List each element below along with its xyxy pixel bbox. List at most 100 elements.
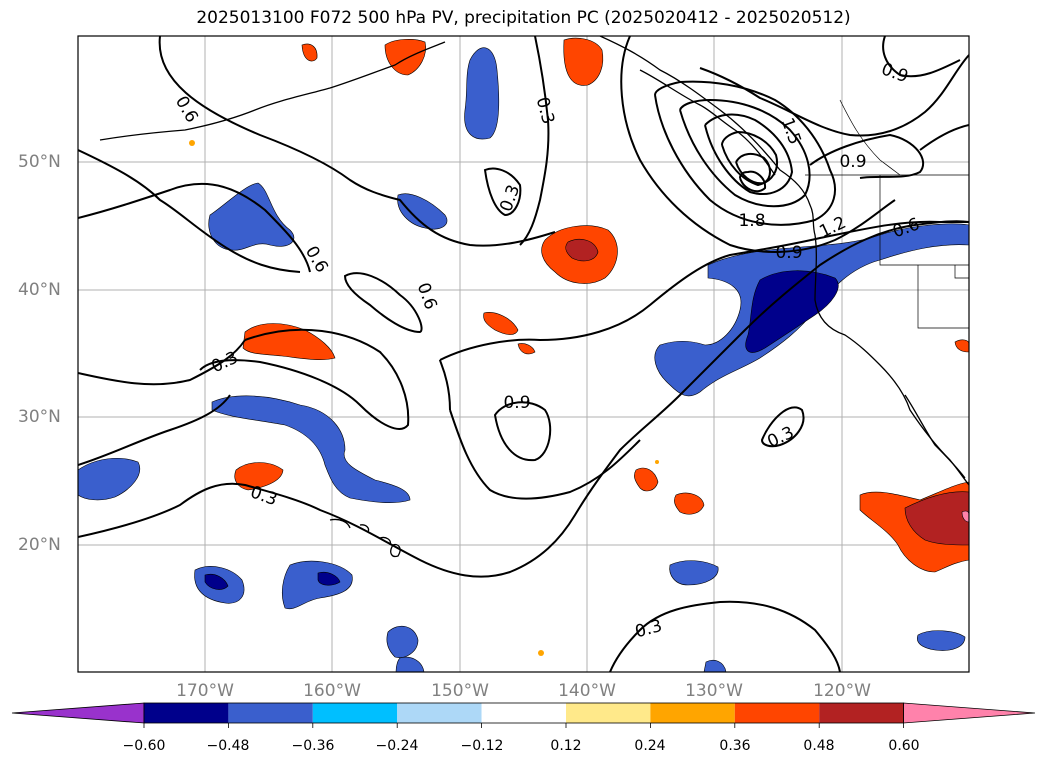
baja-coast xyxy=(904,394,966,479)
lat-label-30n: 30°N xyxy=(18,407,61,427)
state-border xyxy=(839,99,901,176)
coastlines xyxy=(99,36,969,558)
pv-contour xyxy=(78,339,246,386)
state-border xyxy=(879,175,969,266)
pv-contour xyxy=(439,220,969,361)
pv-contour xyxy=(679,98,811,208)
contour-label: 0.9 xyxy=(839,152,866,172)
colorbar-tick-label: 0.36 xyxy=(719,738,751,754)
neg-blob xyxy=(397,193,448,230)
pos-dot xyxy=(538,650,544,656)
pv-contour xyxy=(721,130,778,187)
pos-blob xyxy=(674,492,705,515)
colorbar-bin xyxy=(734,703,820,723)
neg-blob xyxy=(386,625,419,658)
lat-label-40n: 40°N xyxy=(18,280,61,300)
contour-label: 1.8 xyxy=(738,211,765,231)
colorbar-tick-label: −0.60 xyxy=(122,738,166,754)
pos-blob-strong xyxy=(904,491,969,546)
neg-blob xyxy=(464,47,500,140)
pv-contour xyxy=(739,170,767,193)
aleutian-chain xyxy=(99,41,446,141)
pos-blob xyxy=(563,37,604,86)
colorbar-bin xyxy=(144,703,229,723)
pos-blob xyxy=(634,467,659,492)
colorbar-tick-label: −0.12 xyxy=(460,738,504,754)
pv-contour xyxy=(609,600,841,672)
pv-contour xyxy=(78,149,301,273)
lat-label-20n: 20°N xyxy=(18,535,61,555)
pv-contour xyxy=(882,36,961,78)
pv-contour xyxy=(449,409,641,500)
colorbar-tick-label: 0.24 xyxy=(634,738,666,754)
colorbar-bin xyxy=(397,703,482,723)
colorbar xyxy=(11,702,1036,728)
pv-contour xyxy=(919,124,969,151)
lat-label-50n: 50°N xyxy=(18,152,61,172)
colorbar-extend-low xyxy=(11,702,145,724)
pv-contour xyxy=(654,80,836,226)
pv-contour xyxy=(78,394,231,466)
colorbar-extend-high xyxy=(903,702,1036,724)
pv-contour xyxy=(735,152,771,185)
colorbar-bin xyxy=(566,703,651,723)
hawaii-islands xyxy=(329,518,401,558)
pos-blob xyxy=(483,312,519,335)
pos-blob xyxy=(301,43,318,62)
pv-contour xyxy=(343,272,423,334)
pv-contour xyxy=(809,133,925,179)
colorbar-tick-label: 0.60 xyxy=(888,738,920,754)
pos-blob xyxy=(954,339,969,353)
pv-contour xyxy=(519,36,550,246)
colorbar-bin xyxy=(228,703,313,723)
pv-contour xyxy=(760,406,805,448)
neg-blob-strong xyxy=(317,571,341,586)
pos-dot xyxy=(655,460,659,464)
lon-label-140w: 140°W xyxy=(558,681,616,701)
colorbar-tick-label: 0.48 xyxy=(803,738,835,754)
pos-blob-max xyxy=(961,510,969,523)
lon-label-150w: 150°W xyxy=(431,681,489,701)
neg-blob xyxy=(669,560,719,586)
contour-label: 0.9 xyxy=(503,393,530,413)
colorbar-tick-label: 0.12 xyxy=(550,738,582,754)
contour-label: 0.9 xyxy=(775,243,802,263)
lon-label-160w: 160°W xyxy=(303,681,361,701)
alaska-coast xyxy=(599,36,969,486)
neg-blob xyxy=(395,656,425,672)
pv-contour xyxy=(199,328,410,430)
chart-title: 2025013100 F072 500 hPa PV, precipitatio… xyxy=(196,8,851,28)
state-border xyxy=(954,265,969,279)
lon-label-130w: 130°W xyxy=(685,681,743,701)
pv-contour xyxy=(620,36,896,253)
positive-precip-areas xyxy=(189,37,969,656)
colorbar-bin xyxy=(481,703,566,723)
pv-contour xyxy=(493,401,552,462)
neg-blob xyxy=(78,457,140,501)
pv-contour xyxy=(483,167,522,217)
pv-contour xyxy=(78,220,969,578)
pv-contour xyxy=(704,113,794,195)
lon-label-170w: 170°W xyxy=(176,681,234,701)
colorbar-bin xyxy=(650,703,735,723)
neg-blob xyxy=(703,660,727,672)
lon-label-120w: 120°W xyxy=(813,681,871,701)
pos-blob xyxy=(242,323,336,360)
colorbar-tick-label: −0.36 xyxy=(291,738,335,754)
neg-blob xyxy=(281,560,353,610)
colorbar-tick-label: −0.48 xyxy=(206,738,250,754)
pos-blob xyxy=(517,343,536,355)
pv-contours xyxy=(78,36,969,672)
neg-blob xyxy=(211,395,411,503)
pos-dot xyxy=(189,140,195,146)
state-border xyxy=(917,265,969,329)
colorbar-bin xyxy=(312,703,398,723)
pv-contour xyxy=(439,359,451,411)
pv-contour xyxy=(158,36,556,247)
pv-contour xyxy=(78,182,311,273)
pv-contour xyxy=(699,54,969,137)
neg-blob-strong xyxy=(204,573,229,590)
colorbar-tick-label: −0.24 xyxy=(375,738,419,754)
neg-blob xyxy=(917,630,966,651)
